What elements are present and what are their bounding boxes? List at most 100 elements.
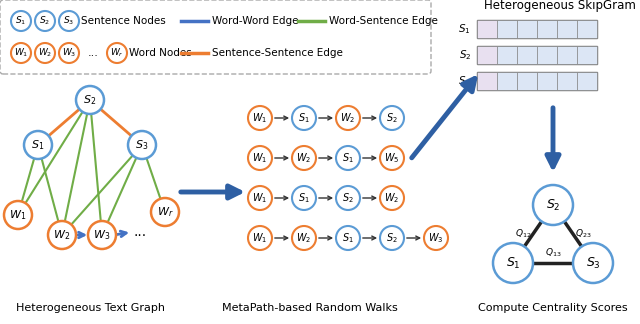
FancyBboxPatch shape <box>557 46 577 64</box>
Circle shape <box>380 146 404 170</box>
Circle shape <box>573 243 613 283</box>
Circle shape <box>248 226 272 250</box>
Text: $W_1$: $W_1$ <box>252 231 268 245</box>
Text: Word-Sentence Edge: Word-Sentence Edge <box>329 16 438 26</box>
Text: $S_2$: $S_2$ <box>386 111 398 125</box>
Circle shape <box>59 43 79 63</box>
Circle shape <box>24 131 52 159</box>
Text: $S_3$: $S_3$ <box>135 138 148 152</box>
Text: $W_3$: $W_3$ <box>428 231 444 245</box>
Text: $S_3$: $S_3$ <box>586 255 600 271</box>
Text: $S_1$: $S_1$ <box>298 111 310 125</box>
Circle shape <box>59 11 79 31</box>
Text: Word-Word Edge: Word-Word Edge <box>212 16 298 26</box>
Text: $W_1$: $W_1$ <box>14 47 28 59</box>
FancyBboxPatch shape <box>537 46 557 64</box>
FancyBboxPatch shape <box>577 46 597 64</box>
Text: Sentence-Sentence Edge: Sentence-Sentence Edge <box>212 48 343 58</box>
Circle shape <box>76 86 104 114</box>
FancyBboxPatch shape <box>477 20 597 38</box>
Text: $W_2$: $W_2$ <box>296 151 312 165</box>
Text: ...: ... <box>88 48 99 58</box>
Circle shape <box>11 43 31 63</box>
Text: $S_1$: $S_1$ <box>506 255 520 271</box>
Text: $W_r$: $W_r$ <box>157 205 173 219</box>
Text: $S_1$: $S_1$ <box>342 151 354 165</box>
Text: $W_2$: $W_2$ <box>340 111 356 125</box>
Text: $S_2$: $S_2$ <box>386 231 398 245</box>
Circle shape <box>424 226 448 250</box>
Text: $S_1$: $S_1$ <box>298 191 310 205</box>
FancyBboxPatch shape <box>537 20 557 38</box>
FancyBboxPatch shape <box>497 20 517 38</box>
Circle shape <box>336 106 360 130</box>
Text: $W_1$: $W_1$ <box>10 208 27 222</box>
Circle shape <box>48 221 76 249</box>
Circle shape <box>292 146 316 170</box>
Text: $W_1$: $W_1$ <box>252 111 268 125</box>
FancyBboxPatch shape <box>577 72 597 90</box>
Text: $S_3$: $S_3$ <box>458 74 471 88</box>
Text: $S_1$: $S_1$ <box>31 138 45 152</box>
Text: $W_1$: $W_1$ <box>252 191 268 205</box>
Text: $S_2$: $S_2$ <box>459 48 471 62</box>
Text: Heterogeneous Text Graph: Heterogeneous Text Graph <box>15 303 164 313</box>
Circle shape <box>336 146 360 170</box>
Text: $S_2$: $S_2$ <box>40 15 51 27</box>
Circle shape <box>380 226 404 250</box>
Text: $W_r$: $W_r$ <box>110 47 124 59</box>
Circle shape <box>336 226 360 250</box>
Text: $S_3$: $S_3$ <box>63 15 75 27</box>
FancyBboxPatch shape <box>477 72 497 90</box>
Circle shape <box>533 185 573 225</box>
FancyBboxPatch shape <box>577 20 597 38</box>
Circle shape <box>248 106 272 130</box>
Circle shape <box>11 11 31 31</box>
Text: $W_5$: $W_5$ <box>384 151 400 165</box>
Text: $W_2$: $W_2$ <box>38 47 52 59</box>
Text: ...: ... <box>133 225 147 239</box>
Text: MetaPath-based Random Walks: MetaPath-based Random Walks <box>222 303 398 313</box>
Circle shape <box>380 186 404 210</box>
Text: $S_2$: $S_2$ <box>342 191 354 205</box>
Circle shape <box>292 186 316 210</box>
Text: $S_2$: $S_2$ <box>546 197 560 213</box>
Circle shape <box>128 131 156 159</box>
FancyBboxPatch shape <box>497 72 517 90</box>
FancyBboxPatch shape <box>517 46 537 64</box>
Text: $W_2$: $W_2$ <box>385 191 399 205</box>
FancyBboxPatch shape <box>477 46 497 64</box>
FancyBboxPatch shape <box>517 72 537 90</box>
Circle shape <box>4 201 32 229</box>
Circle shape <box>35 11 55 31</box>
Circle shape <box>151 198 179 226</box>
Circle shape <box>248 146 272 170</box>
FancyBboxPatch shape <box>477 46 597 64</box>
Circle shape <box>35 43 55 63</box>
Text: Word Nodes: Word Nodes <box>129 48 192 58</box>
Text: Sentence Nodes: Sentence Nodes <box>81 16 166 26</box>
Text: $S_1$: $S_1$ <box>458 22 471 36</box>
Circle shape <box>493 243 533 283</box>
Text: $Q_{12}$: $Q_{12}$ <box>515 228 531 240</box>
Circle shape <box>88 221 116 249</box>
Text: $Q_{23}$: $Q_{23}$ <box>575 228 591 240</box>
FancyBboxPatch shape <box>497 46 517 64</box>
Text: $S_1$: $S_1$ <box>15 15 27 27</box>
Text: $S_2$: $S_2$ <box>83 93 97 107</box>
Circle shape <box>380 106 404 130</box>
Text: $W_2$: $W_2$ <box>53 228 70 242</box>
Circle shape <box>107 43 127 63</box>
Circle shape <box>248 186 272 210</box>
FancyBboxPatch shape <box>537 72 557 90</box>
Text: $W_1$: $W_1$ <box>252 151 268 165</box>
Text: $W_3$: $W_3$ <box>93 228 111 242</box>
FancyBboxPatch shape <box>557 72 577 90</box>
FancyBboxPatch shape <box>477 72 597 90</box>
FancyBboxPatch shape <box>477 20 497 38</box>
Text: $W_3$: $W_3$ <box>62 47 76 59</box>
Text: $W_2$: $W_2$ <box>296 231 312 245</box>
Text: $S_1$: $S_1$ <box>342 231 354 245</box>
FancyBboxPatch shape <box>0 0 431 74</box>
Circle shape <box>292 106 316 130</box>
